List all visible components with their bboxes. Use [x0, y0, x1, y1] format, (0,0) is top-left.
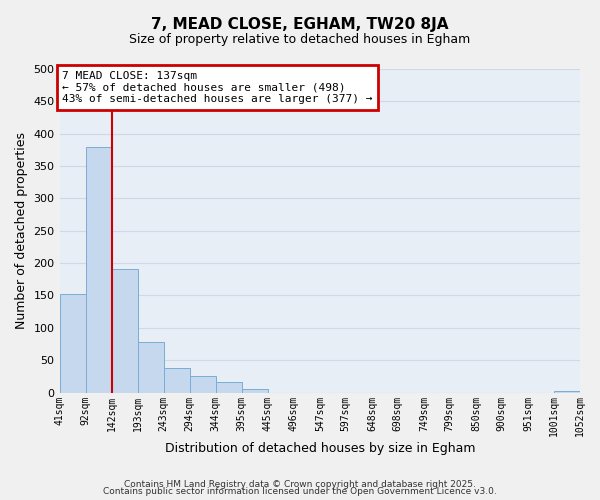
Bar	[554, 390, 580, 392]
Bar	[138, 342, 164, 392]
Bar	[86, 146, 112, 392]
Bar	[164, 368, 190, 392]
Bar	[112, 269, 137, 392]
Y-axis label: Number of detached properties: Number of detached properties	[15, 132, 28, 330]
Text: Contains public sector information licensed under the Open Government Licence v3: Contains public sector information licen…	[103, 487, 497, 496]
Bar	[190, 376, 216, 392]
Bar	[216, 382, 242, 392]
Text: 7, MEAD CLOSE, EGHAM, TW20 8JA: 7, MEAD CLOSE, EGHAM, TW20 8JA	[151, 18, 449, 32]
Text: Size of property relative to detached houses in Egham: Size of property relative to detached ho…	[130, 32, 470, 46]
X-axis label: Distribution of detached houses by size in Egham: Distribution of detached houses by size …	[164, 442, 475, 455]
Text: 7 MEAD CLOSE: 137sqm
← 57% of detached houses are smaller (498)
43% of semi-deta: 7 MEAD CLOSE: 137sqm ← 57% of detached h…	[62, 71, 373, 104]
Bar	[242, 388, 268, 392]
Text: Contains HM Land Registry data © Crown copyright and database right 2025.: Contains HM Land Registry data © Crown c…	[124, 480, 476, 489]
Bar	[60, 294, 86, 392]
